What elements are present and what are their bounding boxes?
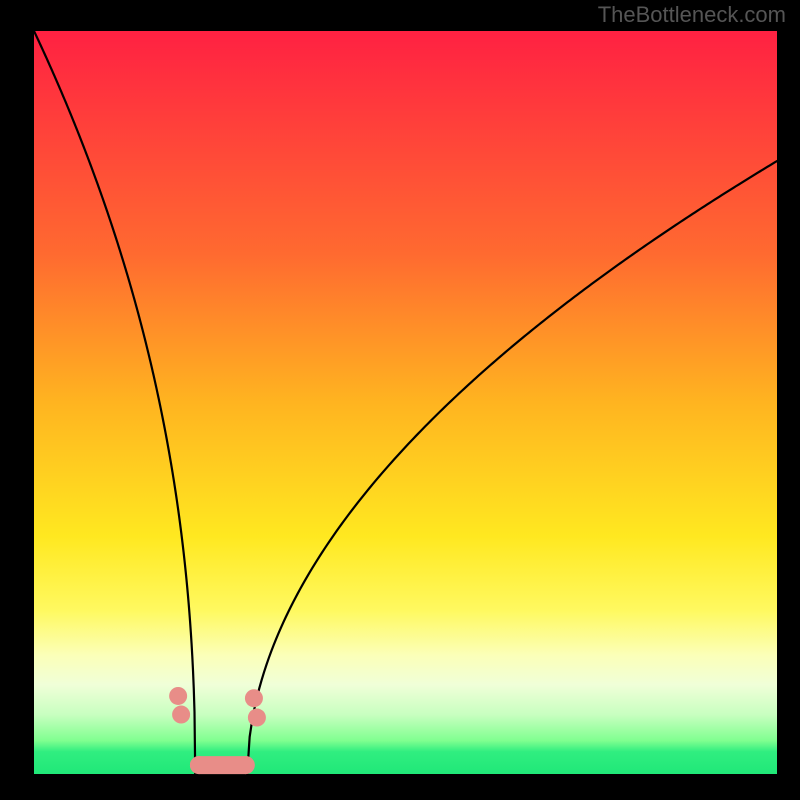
gradient-background	[34, 31, 777, 774]
bottleneck-chart	[0, 0, 800, 800]
marker-floor-end	[237, 756, 255, 774]
marker-left-1-top	[245, 689, 263, 707]
chart-frame: TheBottleneck.com	[0, 0, 800, 800]
marker-left-0-bot	[172, 706, 190, 724]
marker-left-1-bot	[248, 709, 266, 727]
marker-floor-start	[190, 756, 208, 774]
marker-left-0-top	[169, 687, 187, 705]
